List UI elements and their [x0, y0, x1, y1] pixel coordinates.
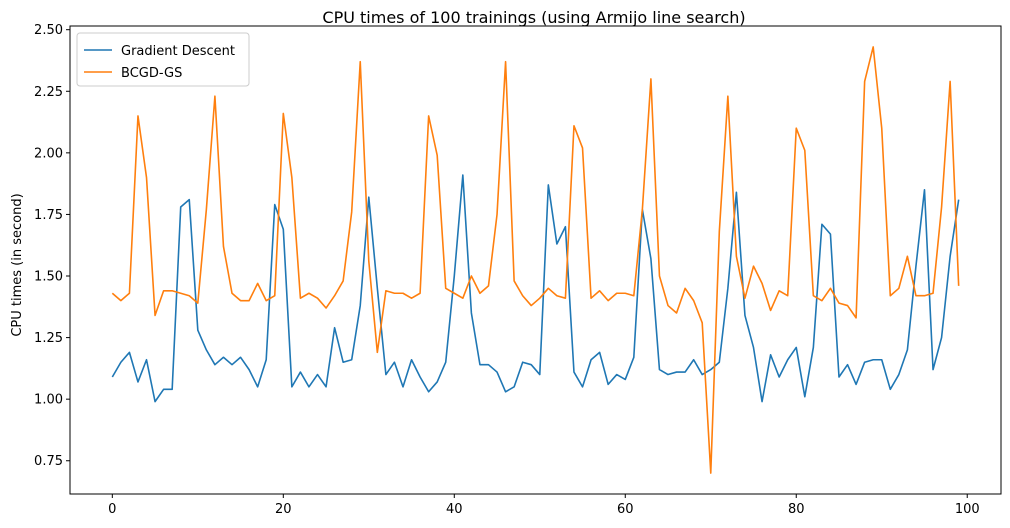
y-tick-label: 2.00: [34, 146, 63, 161]
series-line-gradient-descent: [111, 174, 960, 403]
series-layer: [111, 46, 960, 474]
legend-label: BCGD-GS: [121, 66, 182, 81]
legend-label: Gradient Descent: [121, 44, 235, 59]
series-line-bcgd-gs: [111, 46, 960, 474]
y-tick-label: 1.25: [34, 331, 63, 346]
y-tick-label: 0.75: [34, 454, 63, 469]
x-tick-label: 20: [275, 502, 292, 517]
y-tick-label: 1.00: [34, 393, 63, 408]
x-tick-label: 100: [955, 502, 980, 517]
y-axis-ticks: 0.75 1.00 1.25 1.50 1.75 2.00 2.25 2.50: [34, 23, 70, 469]
legend-box: [76, 32, 250, 87]
y-tick-label: 1.50: [34, 270, 63, 285]
y-tick-label: 2.50: [34, 23, 63, 38]
x-axis-ticks: 0 20 40 60 80 100: [108, 494, 980, 517]
legend: Gradient Descent BCGD-GS: [76, 32, 250, 87]
x-tick-label: 60: [617, 502, 634, 517]
chart-title: CPU times of 100 trainings (using Armijo…: [322, 8, 745, 27]
y-axis-label: CPU times (in second): [10, 193, 25, 336]
plot-area-frame: [69, 25, 1002, 495]
x-tick-label: 80: [788, 502, 805, 517]
y-tick-label: 1.75: [34, 208, 63, 223]
x-tick-label: 40: [446, 502, 463, 517]
y-tick-label: 2.25: [34, 85, 63, 100]
x-tick-label: 0: [108, 502, 116, 517]
